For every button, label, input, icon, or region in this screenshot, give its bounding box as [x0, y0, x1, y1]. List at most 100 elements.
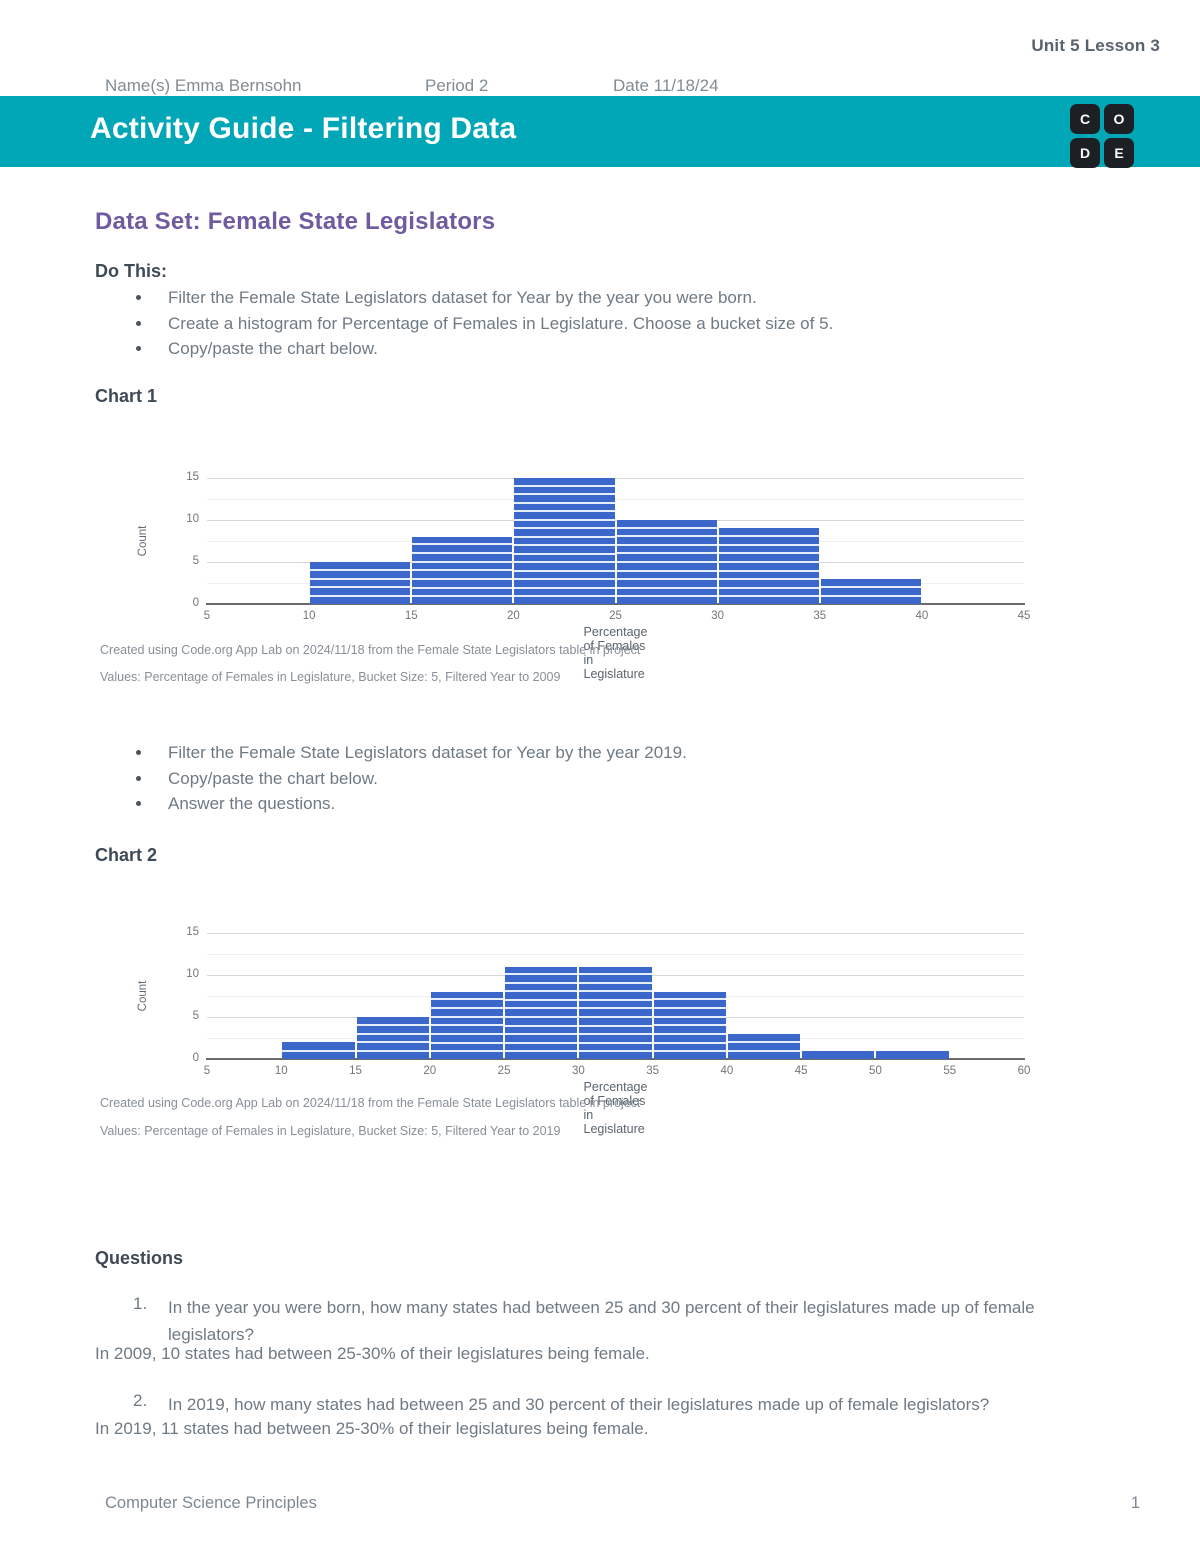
x-tick-label: 10: [274, 1065, 288, 1077]
bar-segment: [514, 484, 615, 494]
bar-segment: [514, 527, 615, 536]
bar-segment: [505, 998, 578, 1008]
bar-segment: [820, 594, 921, 604]
codeorg-logo-e-tile: E: [1104, 138, 1134, 168]
y-tick-label: 0: [192, 597, 199, 609]
list-item: Copy/paste the chart below.: [136, 769, 1128, 789]
bar-segment: [727, 1040, 801, 1050]
bar-segment: [310, 562, 410, 569]
student-name-field: Name(s) Emma Bernsohn: [105, 76, 302, 95]
bar-segment: [718, 578, 819, 587]
chart-1-caption-values: Values: Percentage of Females in Legisla…: [100, 670, 561, 684]
bar-segment: [431, 992, 503, 999]
question-2-text: In 2019, how many states had between 25 …: [168, 1395, 990, 1414]
bar-segment: [514, 578, 615, 587]
bullet-icon: [136, 750, 141, 755]
bar-segment: [505, 1016, 578, 1025]
bullet-icon: [136, 295, 141, 300]
bar-segment: [616, 526, 717, 536]
bar-segment: [514, 493, 615, 502]
bar-segment: [514, 561, 615, 570]
question-1-text: In the year you were born, how many stat…: [168, 1298, 1035, 1344]
gridline: [207, 582, 1024, 584]
bar-segment: [616, 578, 717, 587]
histogram-bar: [876, 1050, 949, 1059]
do-this-heading: Do This:: [95, 261, 167, 281]
bar-segment: [412, 578, 513, 587]
bar-segment: [653, 1015, 726, 1025]
bar-segment: [430, 998, 504, 1007]
title-banner: [0, 96, 1200, 167]
x-tick-label: 55: [943, 1065, 957, 1077]
histogram-bar: [802, 1050, 875, 1059]
bar-segment: [505, 1007, 578, 1016]
unit-lesson-label: Unit 5 Lesson 3: [1031, 36, 1160, 55]
y-tick-label: 5: [192, 555, 199, 567]
question-2-answer: In 2019, 11 states had between 25-30% of…: [95, 1419, 649, 1438]
bar-segment: [718, 569, 819, 579]
x-tick-label: 40: [720, 1065, 734, 1077]
x-axis-line: [206, 603, 1025, 605]
question-2-number: 2.: [133, 1391, 148, 1410]
bar-segment: [505, 981, 578, 991]
bar-segment: [412, 595, 513, 604]
x-tick-label: 25: [609, 610, 622, 622]
bar-segment: [718, 535, 819, 544]
x-tick-label: 5: [203, 1065, 211, 1077]
x-tick-label: 30: [571, 1065, 585, 1077]
bar-segment: [579, 1016, 652, 1025]
questions-heading: Questions: [95, 1248, 184, 1268]
x-axis-title: Percentage of Females in Legislature: [583, 1080, 648, 1136]
x-tick-label: 15: [349, 1065, 362, 1077]
bar-segment: [310, 577, 411, 587]
bar-segment: [820, 585, 921, 595]
bar-segment: [616, 560, 717, 570]
bar-segment: [579, 998, 652, 1008]
histogram-bar: [356, 1017, 429, 1059]
bar-segment: [514, 569, 615, 579]
bar-segment: [356, 1050, 429, 1059]
bullet-icon: [136, 321, 141, 326]
x-tick-label: 20: [423, 1065, 437, 1077]
chart-2-caption-values: Values: Percentage of Females in Legisla…: [100, 1124, 561, 1138]
gridline: [207, 477, 1024, 479]
bar-segment: [616, 586, 717, 596]
chart-2-heading: Chart 2: [95, 845, 158, 865]
bar-segment: [616, 569, 717, 579]
histogram-bar: [579, 966, 652, 1059]
bar-segment: [282, 1042, 354, 1049]
gridline: [207, 932, 1024, 934]
codeorg-logo-c-tile: C: [1070, 104, 1100, 134]
y-tick-label: 10: [186, 513, 199, 525]
bar-segment: [505, 990, 578, 999]
bar-segment: [579, 967, 651, 974]
list-item: Filter the Female State Legislators data…: [136, 288, 1128, 308]
bar-segment: [430, 1033, 504, 1042]
bar-segment: [412, 537, 512, 544]
gridline: [207, 540, 1024, 542]
bar-segment: [505, 973, 578, 982]
bar-segment: [718, 543, 819, 553]
bar-segment: [653, 1050, 726, 1059]
bar-segment: [654, 992, 726, 999]
bar-segment: [718, 595, 819, 604]
chart-1-heading: Chart 1: [95, 386, 158, 406]
bar-segment: [579, 1024, 652, 1034]
histogram-bar: [653, 991, 726, 1059]
bar-segment: [579, 973, 652, 982]
x-tick-label: 25: [497, 1065, 511, 1077]
x-tick-label: 10: [302, 610, 316, 622]
bar-segment: [653, 998, 726, 1007]
bar-segment: [876, 1051, 948, 1059]
bar-segment: [505, 1024, 578, 1034]
question-1-number: 1.: [133, 1294, 148, 1313]
x-tick-label: 30: [711, 610, 725, 622]
chart-2-caption-source: Created using Code.org App Lab on 2024/1…: [100, 1096, 641, 1110]
bar-segment: [718, 552, 819, 561]
bar-segment: [616, 552, 717, 561]
bar-segment: [718, 586, 819, 596]
histogram-bar: [718, 528, 819, 604]
bar-segment: [514, 535, 615, 545]
y-tick-label: 15: [186, 926, 199, 938]
list-item: Answer the questions.: [136, 794, 1128, 814]
